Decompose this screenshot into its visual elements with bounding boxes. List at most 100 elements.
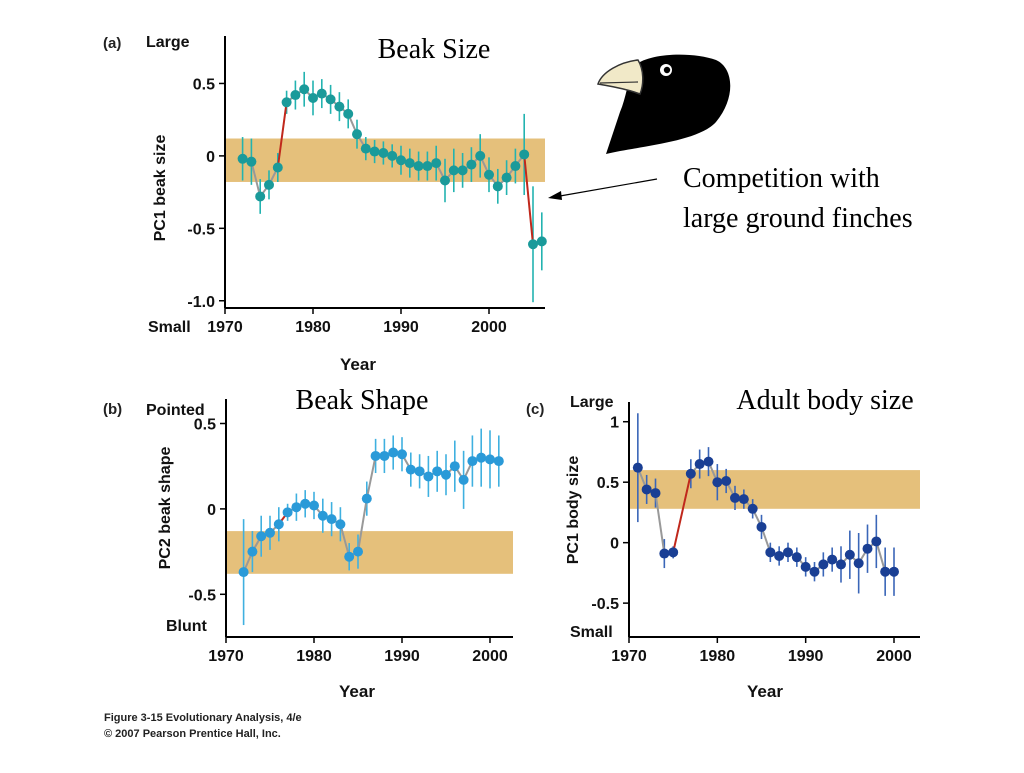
panel-a-x-axis-label: Year [340,355,376,374]
panel-c-data-point [853,558,864,569]
panel-b-data-point [273,519,284,530]
panel-b-data-point [335,519,346,530]
panel-c-bottom-label: Small [570,624,613,641]
panel-a-data-point [369,146,380,157]
panel-b-connector-segment [357,498,368,552]
annotation-arrowhead [548,191,562,200]
panel-b-top-label: Pointed [146,402,205,419]
caption-line-2: © 2007 Pearson Prentice Hall, Inc. [104,728,281,740]
panel-b-data-point [379,450,390,461]
panel-c-highlight-segment [672,473,692,553]
panel-c-data-point [827,554,838,565]
panel-a-data-point [396,155,406,166]
panel-a-data-point [299,84,310,95]
caption-line-1: Figure 3-15 Evolutionary Analysis, 4/e [104,712,302,724]
panel-b-data-point [441,469,451,480]
panel-b-data-point [449,461,460,472]
panel-b-data-point [485,454,495,465]
panel-b-data-point [256,531,267,542]
panel-c-data-point [730,492,740,503]
panel-c-x-tick-label: 1970 [611,648,647,665]
panel-b-data-point [414,466,425,477]
panel-a-data-point [457,165,468,176]
panel-a-data-point [264,179,274,190]
panel-c-data-point [685,468,696,479]
panel-b-data-point [238,567,249,578]
panel-a-data-point [316,88,327,99]
panel-c-data-point [889,566,899,577]
finch-head-illustration [597,54,731,154]
panel-b-x-tick-label: 2000 [472,648,508,665]
figure-caption: Figure 3-15 Evolutionary Analysis, 4/e ©… [104,712,302,740]
panel-a-data-point [352,129,362,140]
panel-c-data-point [836,559,846,570]
panel-c-y-tick-label: -0.5 [591,596,619,613]
panel-c-data-point [668,547,679,558]
panel-b-data-point [247,546,258,557]
panel-a-y-tick-label: 0.5 [193,76,215,93]
panel-c-top-label: Large [570,394,614,411]
panel-a-data-point [413,161,424,172]
panel-c-data-point [632,462,643,473]
panel-a-top-label: Large [146,34,190,51]
panel-a-data-point [360,143,371,154]
panel-a-connector-segment [250,161,262,197]
panel-c-data-point [791,552,802,563]
finch-beak [597,59,644,95]
panel-a-data-point [281,97,292,108]
panel-c-data-point [783,547,793,558]
finch-pupil [663,66,671,74]
panel-a-data-point [466,159,477,170]
panel-b-data-point [432,466,443,477]
panel-a-x-tick-label: 1980 [295,319,331,336]
panel-b-reference-band [226,531,513,574]
panel-c-data-point [694,459,705,470]
panel-b-y-tick-label: 0 [207,502,216,519]
panel-c-x-tick-label: 2000 [876,648,912,665]
panel-a-data-point [325,94,336,105]
panel-b-data-point [458,474,469,485]
panel-a-data-point [343,108,354,119]
panel-c-plot-area: 1 0.5 0 -0.5 1970 1980 1990 2000 [591,402,920,665]
panel-c-data-point [862,543,873,554]
competition-annotation: Competition with large ground finches [548,163,913,234]
panel-c-data-point [756,521,767,532]
panel-b-data-point [388,447,399,458]
panel-c-data-point [747,503,758,514]
panel-b-x-tick-label: 1990 [384,648,420,665]
panel-b-data-point [291,502,302,513]
panel-a-data-point [387,150,398,161]
panel-c-title: Adult body size [736,385,913,416]
finch-beak-line [599,81,639,84]
panel-b-data-point [493,456,504,467]
panel-b-data-point [476,452,487,463]
panel-c-data-point [800,561,811,572]
panel-c-x-axis-label: Year [747,682,783,701]
panel-b-letter: (b) [103,401,122,418]
panel-a-data-point [290,90,301,101]
panel-a-highlight-segment [276,102,288,168]
panel-b-data-point [397,449,407,460]
panel-a-data-point [475,150,486,161]
panel-b-y-axis-label: PC2 beak shape [157,447,174,570]
panel-a-y-tick-label: -1.0 [187,294,215,311]
panel-c-data-point [818,559,829,570]
panel-a-data-point [448,165,459,176]
panel-a-data-point [334,101,345,112]
panel-c-data-point [712,477,723,488]
panel-b-data-point [370,450,381,461]
panel-b-data-point [300,498,311,509]
annotation-line-1: Competition with [683,163,880,194]
annotation-arrow-line [559,178,658,197]
panel-a-bottom-label: Small [148,319,191,336]
panel-a-data-point [510,161,521,172]
panel-a-data-point [308,92,318,103]
panel-a-title: Beak Size [378,34,491,65]
panel-c-letter: (c) [526,401,544,418]
panel-a-data-point [492,181,503,192]
panel-c-y-tick-label: 0.5 [597,475,619,492]
panel-a-data-point [255,191,266,202]
panel-c-data-point [659,548,670,559]
panel-b-data-point [317,510,328,521]
panel-c-y-tick-label: 1 [610,415,619,432]
